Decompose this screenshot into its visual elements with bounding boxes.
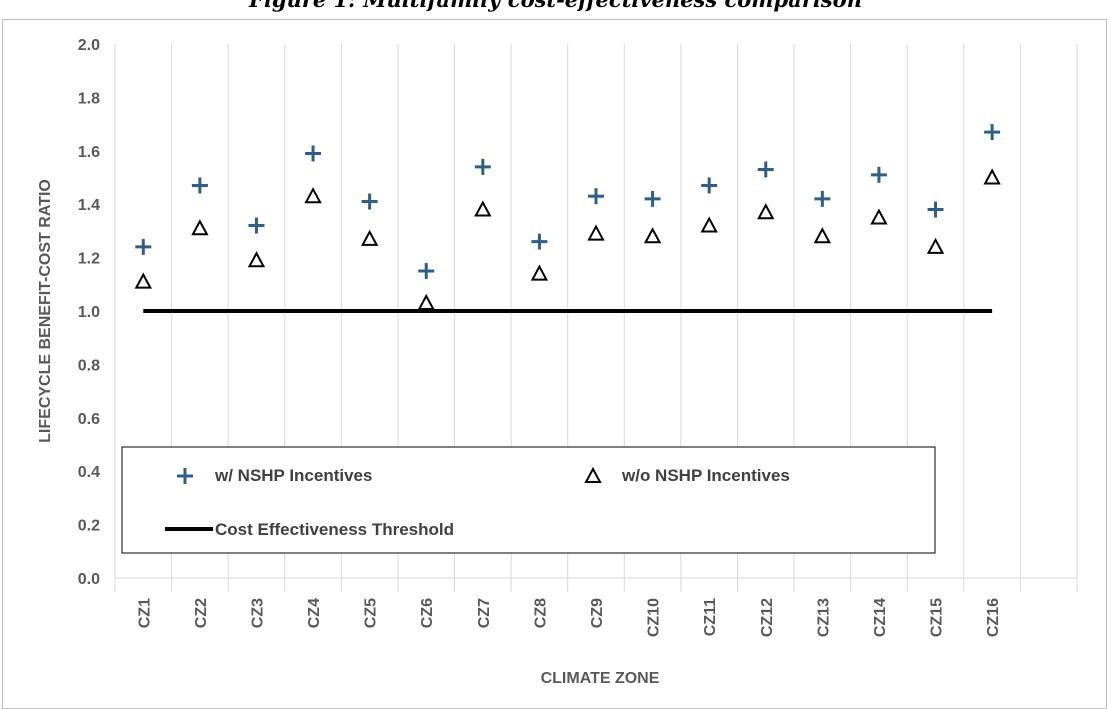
- data-point-without-incentives: [643, 227, 662, 244]
- legend-plus-marker: [177, 468, 193, 484]
- y-tick-label: 2.0: [78, 37, 100, 54]
- x-tick-label: CZ7: [476, 598, 493, 628]
- y-tick-label: 1.8: [78, 90, 100, 107]
- legend-box: [121, 446, 936, 554]
- legend-triangle-marker: [584, 466, 602, 483]
- data-point-without-incentives: [587, 224, 605, 241]
- y-tick-label: 0.8: [78, 357, 100, 374]
- data-point-with-incentives: [361, 193, 378, 210]
- y-tick-label: 1.6: [78, 144, 100, 161]
- x-tick-label: CZ15: [929, 598, 946, 637]
- y-tick-label: 1.0: [78, 304, 100, 321]
- legend-plus-glyph: [177, 468, 193, 484]
- axis-layer: 0.0 0.2 0.4 0.6 0.8 1.0 1.2 1.4 1.6 1.8 2.0 CZ1 CZ2 C…: [78, 37, 1077, 637]
- data-point-with-incentives: [701, 177, 718, 194]
- legend-label-with-incentives: w/ NSHP Incentives: [214, 466, 372, 485]
- y-tick-label: 0.2: [78, 518, 100, 535]
- data-point-without-incentives: [360, 229, 379, 246]
- x-tick-label: CZ3: [249, 598, 266, 628]
- data-point-without-incentives: [757, 203, 775, 220]
- marker-layer: [134, 124, 1001, 310]
- x-tick-label: CZ14: [872, 598, 889, 637]
- data-point-without-incentives: [417, 293, 435, 310]
- x-tick-label: CZ10: [646, 598, 663, 637]
- data-point-with-incentives: [305, 145, 322, 162]
- legend-label-threshold: Cost Effectiveness Threshold: [215, 520, 454, 539]
- x-tick-label: CZ11: [702, 598, 719, 636]
- legend-triangle-glyph: [584, 466, 602, 483]
- y-tick-label: 1.4: [78, 197, 100, 214]
- x-tick-label: CZ2: [193, 598, 210, 628]
- data-point-with-incentives: [644, 190, 661, 207]
- data-point-with-incentives: [984, 124, 1001, 141]
- data-point-with-incentives: [531, 233, 548, 250]
- x-tick-label: CZ13: [815, 598, 832, 637]
- data-point-with-incentives: [927, 201, 944, 218]
- data-point-without-incentives: [304, 187, 322, 204]
- x-axis-title: CLIMATE ZONE: [541, 670, 660, 687]
- data-point-with-incentives: [814, 190, 831, 207]
- y-axis-title: LIFECYCLE BENEFIT-COST RATIO: [37, 179, 54, 443]
- y-tick-label: 0.6: [78, 411, 100, 428]
- data-point-without-incentives: [247, 251, 266, 268]
- data-point-without-incentives: [983, 168, 1001, 185]
- x-tick-label: CZ6: [419, 598, 436, 628]
- x-tick-label: CZ4: [306, 598, 323, 628]
- data-point-without-incentives: [813, 227, 832, 244]
- data-point-without-incentives: [191, 219, 209, 236]
- y-tick-label: 1.2: [78, 251, 100, 268]
- data-point-with-incentives: [248, 217, 265, 234]
- data-point-with-incentives: [588, 188, 604, 205]
- y-tick-label: 0.4: [78, 464, 100, 481]
- y-tick-label: 0.0: [78, 571, 100, 588]
- data-point-with-incentives: [474, 158, 491, 175]
- data-point-with-incentives: [870, 166, 887, 183]
- data-point-with-incentives: [757, 161, 774, 178]
- data-point-without-incentives: [474, 200, 492, 217]
- x-tick-label: CZ5: [363, 598, 380, 628]
- data-point-without-incentives: [700, 216, 718, 233]
- data-point-with-incentives: [191, 177, 208, 194]
- data-point-without-incentives: [530, 264, 549, 281]
- data-point-without-incentives: [134, 272, 152, 289]
- legend-label-without-incentives: w/o NSHP Incentives: [621, 466, 790, 485]
- figure-caption: Figure 1: Multifamily cost-effectiveness…: [0, 0, 1111, 12]
- data-point-with-incentives: [135, 238, 152, 255]
- data-point-with-incentives: [418, 262, 435, 279]
- x-tick-label: CZ12: [759, 598, 776, 637]
- data-point-without-incentives: [926, 237, 945, 254]
- x-tick-label: CZ1: [136, 598, 153, 628]
- legend: w/ NSHP Incentives w/o NSHP Incentives C…: [121, 446, 936, 554]
- x-tick-label: CZ9: [589, 598, 606, 628]
- data-point-without-incentives: [870, 208, 888, 225]
- x-tick-label: CZ8: [532, 598, 549, 628]
- x-tick-label: CZ16: [985, 598, 1002, 637]
